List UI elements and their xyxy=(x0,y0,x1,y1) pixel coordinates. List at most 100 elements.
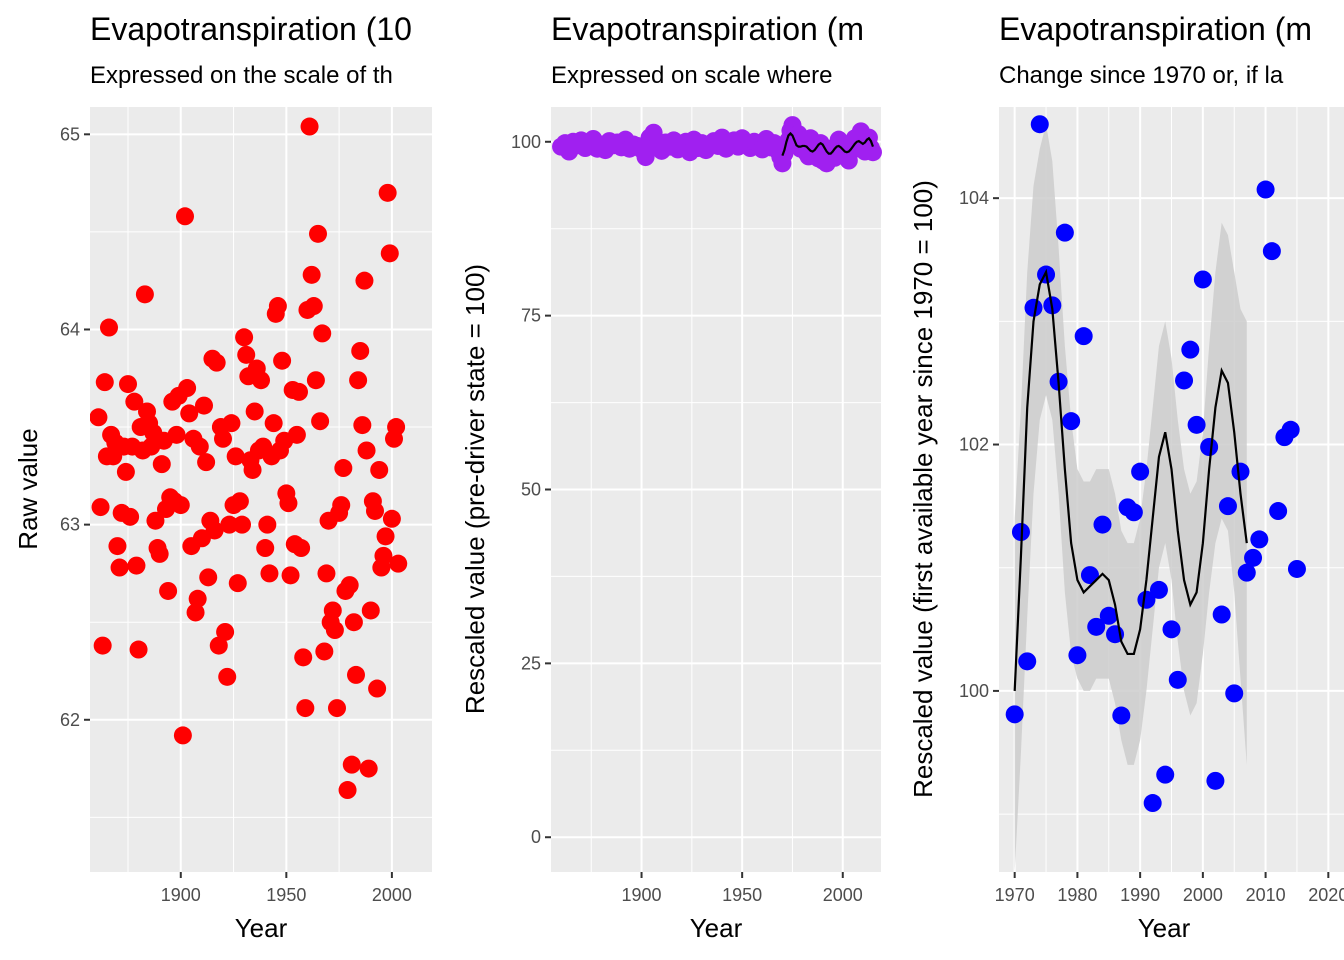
data-point xyxy=(355,271,374,290)
data-point xyxy=(195,396,213,415)
data-point xyxy=(190,437,209,456)
data-point xyxy=(1030,115,1049,134)
data-point xyxy=(1256,180,1275,199)
data-point xyxy=(863,143,882,162)
x-tick-label: 1970 xyxy=(995,885,1035,905)
data-point xyxy=(91,498,110,517)
data-point xyxy=(159,581,178,600)
data-point xyxy=(264,414,283,433)
data-point xyxy=(233,515,251,534)
data-point xyxy=(152,455,171,474)
data-point xyxy=(116,462,135,481)
data-point xyxy=(119,375,137,394)
data-point xyxy=(93,636,112,655)
data-point xyxy=(218,667,237,686)
data-point xyxy=(338,781,357,800)
y-tick-label: 102 xyxy=(959,435,989,455)
data-point xyxy=(1137,590,1156,609)
data-point xyxy=(167,425,186,444)
data-point xyxy=(1225,684,1244,703)
data-point xyxy=(100,318,118,337)
data-point xyxy=(1112,706,1131,725)
y-tick-label: 25 xyxy=(521,653,541,673)
data-point xyxy=(1068,646,1087,665)
panel-title: Evapotranspiration (m xyxy=(551,11,864,47)
data-point xyxy=(1093,515,1112,534)
data-point xyxy=(306,371,325,390)
data-point xyxy=(146,511,165,530)
trend-line xyxy=(781,131,874,157)
data-point xyxy=(332,496,351,515)
y-tick-label: 100 xyxy=(959,681,989,701)
data-point xyxy=(304,297,323,316)
y-tick-label: 65 xyxy=(60,124,80,144)
data-point xyxy=(1206,771,1225,790)
data-point xyxy=(359,759,378,778)
gridlines xyxy=(999,107,1344,872)
data-point xyxy=(1187,415,1206,434)
data-point xyxy=(353,416,372,435)
data-point xyxy=(325,621,344,640)
data-point xyxy=(366,501,384,520)
data-point xyxy=(309,224,327,243)
data-point xyxy=(176,207,194,226)
data-point xyxy=(1181,340,1200,359)
data-point xyxy=(1087,617,1106,636)
x-axis-title: Year xyxy=(690,913,743,943)
data-point xyxy=(252,371,270,390)
data-point xyxy=(1212,605,1231,624)
x-axis-title: Year xyxy=(235,913,288,943)
data-point xyxy=(376,527,395,546)
data-point xyxy=(1062,412,1081,431)
data-point xyxy=(1200,438,1219,456)
evapotranspiration-change-panel: 1970 1980 1990 2000 2010 2020 100 102 104 Evapot… xyxy=(908,11,1344,943)
data-point xyxy=(178,379,197,398)
data-point xyxy=(1143,794,1162,813)
x-tick-label: 2000 xyxy=(372,885,412,905)
x-tick-label: 1950 xyxy=(266,885,306,905)
x-tick-label: 2020 xyxy=(1308,885,1344,905)
data-point xyxy=(108,537,127,556)
y-tick-label: 50 xyxy=(521,480,541,500)
data-point xyxy=(216,622,235,641)
data-point xyxy=(389,554,408,573)
confidence-band xyxy=(1014,124,1247,872)
data-point xyxy=(205,521,224,540)
data-point xyxy=(214,429,232,448)
panel-subtitle: Expressed on scale where xyxy=(551,62,832,89)
data-point xyxy=(1124,503,1143,522)
y-tick-label: 100 xyxy=(511,132,541,152)
data-point xyxy=(199,568,218,587)
y-tick-label: 62 xyxy=(60,710,80,730)
x-tick-label: 2010 xyxy=(1246,885,1286,905)
data-point xyxy=(315,642,334,661)
y-tick-label: 104 xyxy=(959,188,989,208)
data-point xyxy=(237,345,256,364)
data-point xyxy=(378,183,397,202)
data-point xyxy=(317,564,336,583)
data-point xyxy=(1005,705,1024,724)
data-point xyxy=(268,297,287,316)
axes: 1900 1950 2000 0 25 50 75 100 xyxy=(511,132,863,905)
data-point xyxy=(302,265,321,284)
data-point xyxy=(292,539,311,558)
data-point xyxy=(1250,530,1269,549)
data-point xyxy=(361,601,380,620)
trend-line xyxy=(1013,268,1248,691)
data-point xyxy=(387,418,406,437)
data-point xyxy=(188,589,207,608)
data-point xyxy=(296,699,315,718)
data-point xyxy=(1281,420,1300,439)
data-point xyxy=(135,285,154,304)
data-point xyxy=(129,640,148,659)
data-point xyxy=(222,414,241,433)
data-point xyxy=(110,558,129,577)
data-point xyxy=(300,117,319,136)
data-point xyxy=(197,453,216,472)
data-point xyxy=(287,425,306,444)
data-point xyxy=(90,408,108,427)
y-axis-title: Rescaled value (pre-driver state = 100) xyxy=(460,264,490,714)
data-point xyxy=(1099,606,1118,625)
data-point xyxy=(273,351,292,370)
y-tick-label: 75 xyxy=(521,306,541,326)
